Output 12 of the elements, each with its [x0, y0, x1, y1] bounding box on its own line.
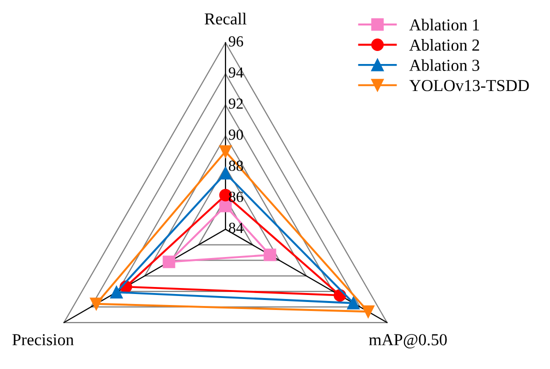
legend-label: Ablation 1	[409, 18, 479, 31]
y-tick-label: 96	[228, 36, 244, 47]
spoke-label: Recall	[204, 12, 246, 25]
legend-label: YOLOv13-TSDD	[409, 80, 529, 92]
legend-label: Ablation 2	[409, 39, 480, 51]
y-tick-label: 90	[228, 130, 243, 140]
spoke-label: Precision	[12, 334, 74, 346]
y-tick-label: 94	[228, 67, 244, 78]
y-tick-label: 84	[228, 222, 244, 234]
spoke-label: mAP@0.50	[368, 334, 447, 348]
legend-label: Ablation 3	[409, 59, 480, 71]
y-tick-label: 92	[228, 98, 243, 109]
